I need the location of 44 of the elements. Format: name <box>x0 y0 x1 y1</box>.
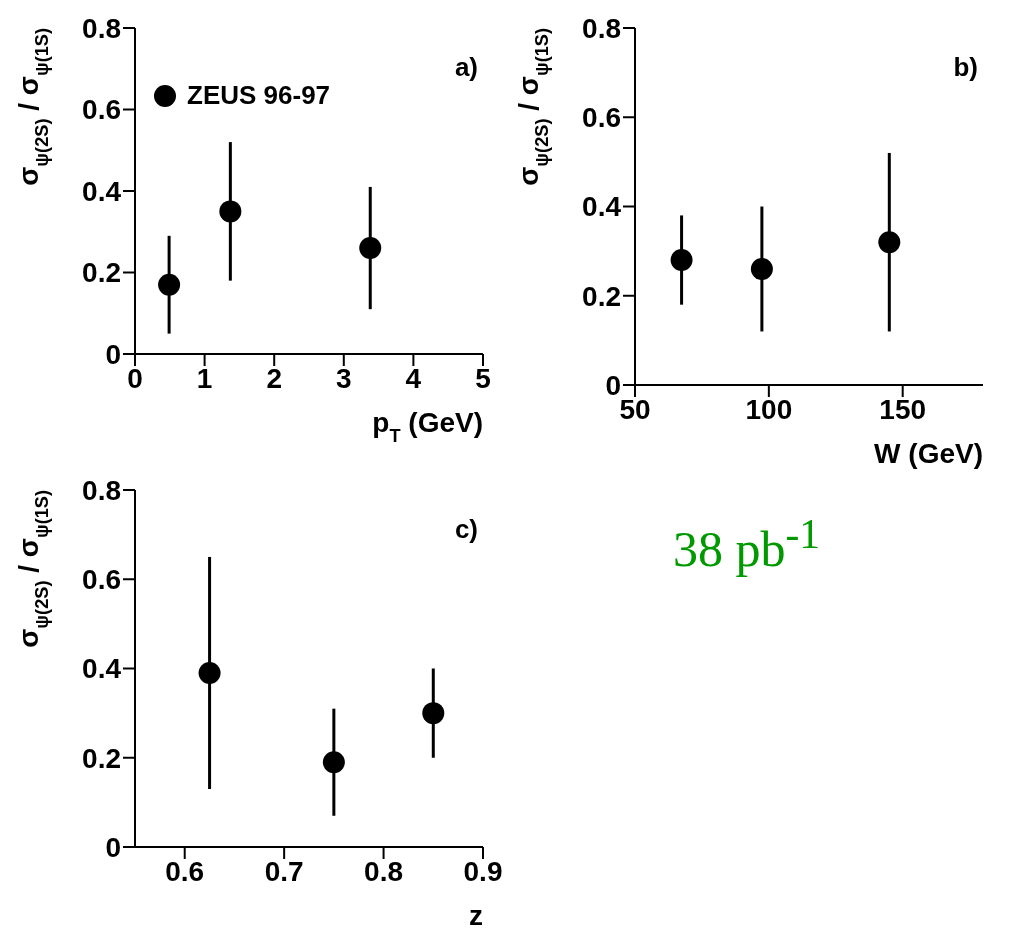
x-tick-label: 1 <box>196 362 213 394</box>
y-tick-label: 0 <box>105 338 121 370</box>
point <box>750 257 773 280</box>
point <box>158 273 181 296</box>
x-tick-label: 50 <box>619 393 651 425</box>
annotation: a) <box>454 52 478 82</box>
point <box>422 702 445 725</box>
y-tick-label: 0.6 <box>82 564 121 596</box>
point <box>198 661 221 684</box>
point <box>670 249 693 272</box>
x-axis-title: p$_{T}$ (GeV) <box>372 407 483 446</box>
x-axis-title: W (GeV) <box>874 438 983 469</box>
y-tick-label: 0.8 <box>582 12 621 44</box>
x-tick-label: 100 <box>745 393 793 425</box>
x-tick-label: 0.7 <box>264 855 304 887</box>
x-tick-label: 2 <box>266 362 282 394</box>
annotation: c) <box>454 514 478 544</box>
y-tick-label: 0.2 <box>82 742 121 774</box>
legend-label: ZEUS 96-97 <box>187 80 331 111</box>
y-tick-label: 0 <box>105 831 121 863</box>
point <box>219 200 242 223</box>
y-tick-label: 0.4 <box>82 653 122 685</box>
x-tick-label: 0.9 <box>463 855 503 887</box>
point <box>359 237 382 260</box>
y-tick-label: 0.6 <box>82 94 121 126</box>
annotation: b) <box>953 52 978 82</box>
x-tick-label: 0 <box>127 362 143 394</box>
text: 38 pb$^{-1}$ <box>673 511 821 577</box>
point <box>878 231 901 254</box>
x-tick-label: 5 <box>475 362 491 394</box>
y-tick-label: 0.6 <box>582 102 621 134</box>
y-tick-label: 0.2 <box>82 257 121 289</box>
y-tick-label: 0.4 <box>582 191 622 223</box>
y-tick-label: 0.2 <box>582 280 621 312</box>
y-tick-label: 0.8 <box>82 474 121 506</box>
y-tick-label: 0.4 <box>82 175 122 207</box>
x-tick-label: 0.6 <box>165 855 205 887</box>
x-tick-label: 0.8 <box>364 855 404 887</box>
x-tick-label: 150 <box>879 393 927 425</box>
x-tick-label: 3 <box>336 362 352 394</box>
y-tick-label: 0.8 <box>82 12 121 44</box>
x-axis-title: z <box>469 900 483 931</box>
x-tick-label: 4 <box>405 362 422 394</box>
point <box>322 751 345 774</box>
